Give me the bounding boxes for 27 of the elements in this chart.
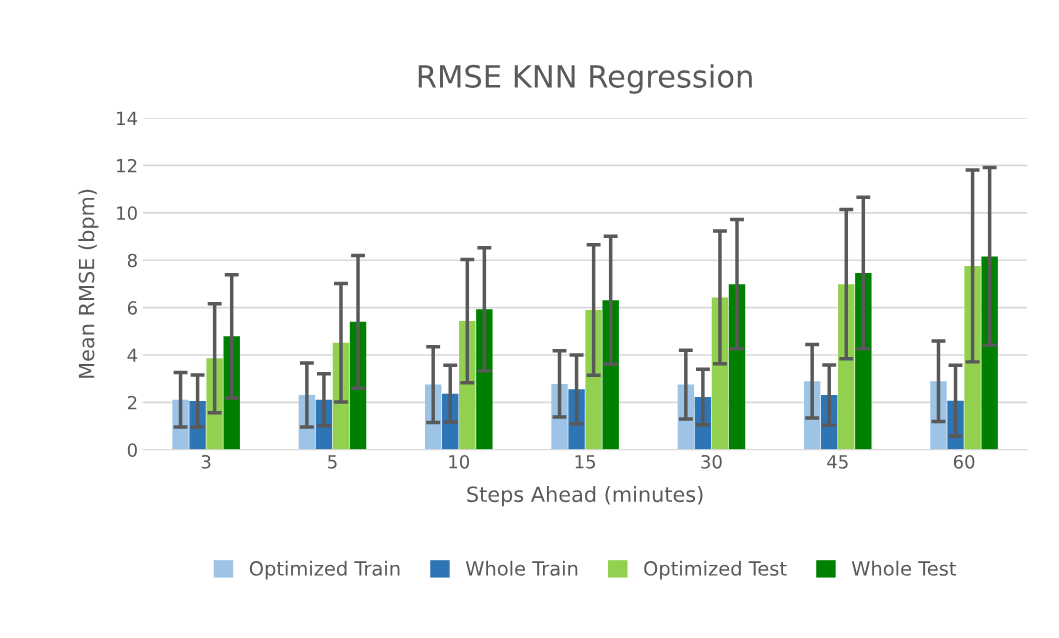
y-tick-label: 6 [127, 301, 137, 315]
y-axis-title: Mean RMSE (bpm) [78, 189, 99, 378]
legend-label: Whole Train [465, 560, 578, 576]
x-tick-label: 15 [575, 455, 596, 469]
bar [585, 309, 602, 450]
x-tick-label: 60 [953, 454, 975, 469]
y-tick-label: 10 [117, 206, 137, 220]
x-tick-label: 45 [827, 455, 848, 469]
x-tick-label: 10 [449, 454, 470, 469]
legend-label: Optimized Test [644, 560, 787, 580]
bar [602, 300, 619, 450]
bar [855, 273, 872, 450]
y-tick-label: 2 [127, 395, 137, 410]
x-axis-title: Steps Ahead (minutes) [467, 486, 703, 507]
y-tick-label: 8 [127, 253, 137, 268]
y-tick-label: 0 [127, 443, 137, 457]
x-tick-label: 5 [328, 455, 337, 469]
chart-title: RMSE KNN Regression [418, 64, 752, 94]
y-tick-label: 14 [117, 111, 138, 125]
y-tick-label: 12 [117, 158, 137, 173]
x-tick-label: 3 [201, 454, 211, 469]
y-tick-label: 4 [127, 348, 138, 362]
bar [476, 309, 493, 450]
bar [981, 256, 998, 450]
legend-label: Optimized Train [249, 560, 400, 580]
legend-label: Whole Test [851, 560, 957, 576]
x-tick-label: 30 [701, 454, 722, 469]
